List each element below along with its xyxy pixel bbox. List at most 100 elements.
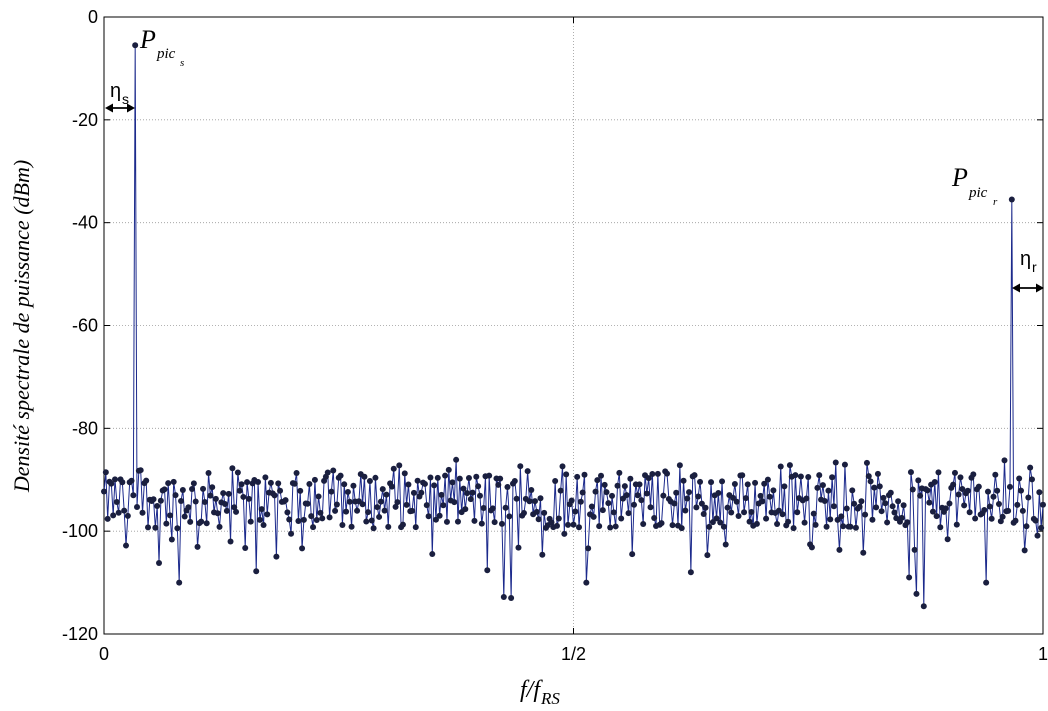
data-point <box>462 506 469 513</box>
annotation-peak-r: P pic r <box>951 163 998 208</box>
data-point <box>880 494 887 501</box>
x-tick-label: 1 <box>1038 644 1048 664</box>
data-point <box>869 516 876 523</box>
data-point <box>717 519 724 526</box>
data-point <box>946 500 953 507</box>
data-point <box>436 512 443 519</box>
data-point <box>361 473 368 480</box>
data-point <box>238 481 245 488</box>
data-point <box>432 516 439 523</box>
data-point <box>511 478 518 485</box>
data-point <box>598 472 605 479</box>
data-point <box>673 489 680 496</box>
data-point <box>891 509 898 516</box>
data-point <box>739 472 746 479</box>
data-point <box>814 484 821 491</box>
data-point <box>843 505 850 512</box>
data-point <box>678 525 685 532</box>
data-point <box>577 498 584 505</box>
data-point <box>476 492 483 499</box>
data-point <box>614 482 621 489</box>
data-point <box>838 513 845 520</box>
y-tick-label: -40 <box>72 213 98 233</box>
data-point <box>691 472 698 479</box>
data-point <box>1038 524 1045 531</box>
data-point <box>735 512 742 519</box>
data-point <box>658 520 665 527</box>
data-point <box>145 524 152 531</box>
data-point <box>167 512 174 519</box>
data-point <box>572 508 579 515</box>
data-point <box>498 520 505 527</box>
data-point <box>733 498 740 505</box>
data-point <box>909 486 916 493</box>
data-point <box>625 510 632 517</box>
data-point <box>412 524 419 531</box>
data-point <box>341 481 348 488</box>
data-point <box>878 508 885 515</box>
data-point <box>1034 532 1041 539</box>
data-point <box>465 475 472 482</box>
data-point <box>583 579 590 586</box>
data-point <box>810 510 817 517</box>
data-point <box>524 468 531 475</box>
peak-r-main: P <box>951 163 968 192</box>
data-point <box>421 480 428 487</box>
data-point <box>286 516 293 523</box>
data-point <box>616 469 623 476</box>
data-point <box>590 513 597 520</box>
data-point <box>291 480 298 487</box>
data-point <box>889 503 896 510</box>
eta-s-main: η <box>110 80 121 102</box>
data-point <box>414 477 421 484</box>
data-point <box>495 481 502 488</box>
data-point <box>326 514 333 521</box>
x-tick-label: 1/2 <box>561 644 586 664</box>
data-point <box>244 479 251 486</box>
data-point <box>574 473 581 480</box>
data-point <box>306 481 313 488</box>
data-point <box>475 483 482 490</box>
data-point <box>207 492 214 499</box>
data-point <box>528 486 535 493</box>
data-point <box>992 471 999 478</box>
data-point <box>651 514 658 521</box>
data-point <box>453 456 460 463</box>
data-point <box>698 500 705 507</box>
data-point <box>189 485 196 492</box>
data-point <box>1005 507 1012 514</box>
data-point <box>999 513 1006 520</box>
data-point <box>533 508 540 515</box>
data-point <box>596 523 603 530</box>
data-point <box>926 499 933 506</box>
data-point <box>676 462 683 469</box>
data-point <box>121 507 128 514</box>
y-tick-label: -60 <box>72 316 98 336</box>
data-point <box>959 485 966 492</box>
data-point <box>640 520 647 527</box>
data-point <box>1001 457 1008 464</box>
data-point <box>260 522 267 529</box>
data-point <box>163 520 170 527</box>
data-point <box>984 488 991 495</box>
data-point <box>128 477 135 484</box>
data-point <box>124 512 131 519</box>
data-point <box>895 498 902 505</box>
data-point <box>409 507 416 514</box>
peak-r-subsub: r <box>993 196 998 208</box>
data-point <box>907 469 914 476</box>
data-point <box>154 503 161 510</box>
data-point <box>884 519 891 526</box>
data-point <box>548 519 555 526</box>
data-point <box>344 488 351 495</box>
data-point <box>220 490 227 497</box>
data-point <box>460 485 467 492</box>
data-point <box>852 524 859 531</box>
data-point <box>763 515 770 522</box>
annotation-eta-r: η r <box>1012 248 1044 293</box>
data-point <box>730 494 737 501</box>
data-point <box>856 503 863 510</box>
data-point <box>372 474 379 481</box>
data-point <box>442 472 449 479</box>
data-point <box>1019 507 1026 514</box>
